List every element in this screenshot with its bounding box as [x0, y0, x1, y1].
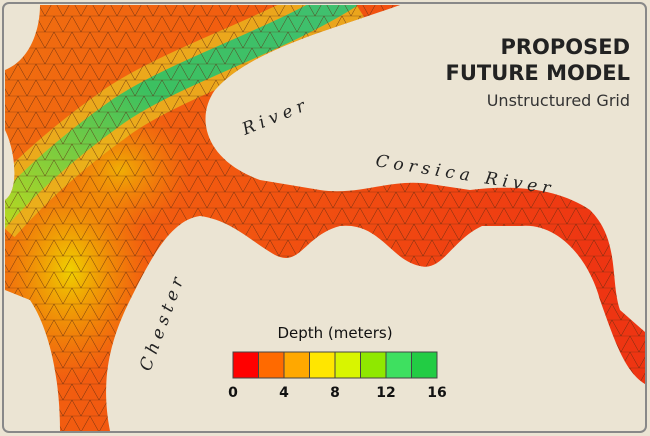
- title-line: FUTURE MODEL: [445, 61, 630, 85]
- subtitle: Unstructured Grid: [487, 91, 630, 110]
- legend-swatch: [334, 351, 361, 379]
- legend-tick-label: 4: [279, 385, 289, 401]
- legend-title: Depth (meters): [277, 324, 392, 342]
- legend-swatch: [360, 351, 387, 379]
- legend-tick-label: 0: [228, 385, 238, 401]
- legend-tick-label: 8: [330, 385, 340, 401]
- legend-swatch: [411, 351, 438, 379]
- legend: 0 4 8 12 16: [228, 351, 447, 401]
- legend-tick-label: 16: [427, 385, 446, 401]
- title-line: PROPOSED: [500, 35, 630, 59]
- legend-tick-label: 12: [376, 385, 395, 401]
- legend-swatch: [309, 351, 336, 379]
- legend-swatch: [385, 351, 412, 379]
- legend-swatch: [258, 351, 285, 379]
- legend-swatch: [232, 351, 259, 379]
- legend-swatch: [283, 351, 310, 379]
